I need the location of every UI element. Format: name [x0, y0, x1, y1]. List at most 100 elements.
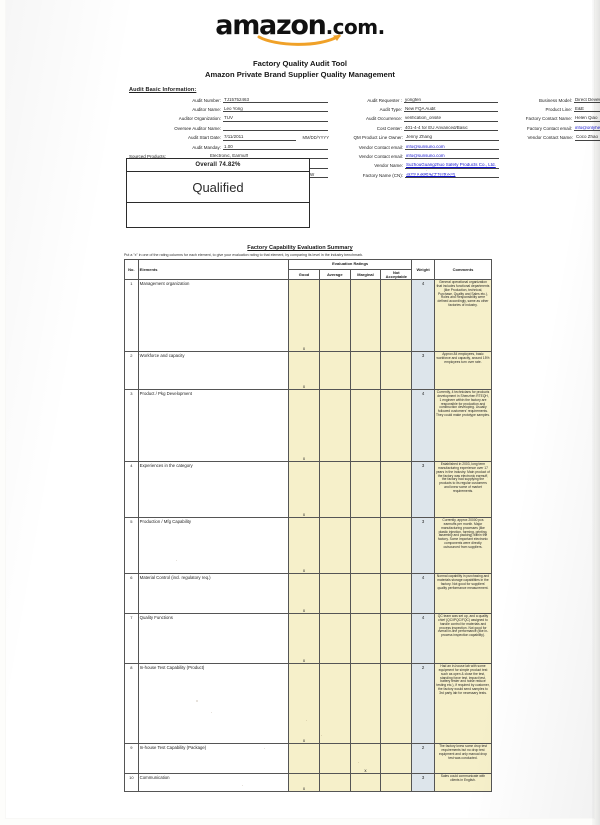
row-comment: Currently, 4 technicians for products de… [433, 389, 493, 463]
rating-cell-good[interactable]: x [288, 351, 320, 391]
row-weight: 3 [411, 773, 435, 793]
field-label-left-4: Audit Start Date: [187, 135, 221, 141]
rating-cell-average[interactable] [318, 663, 351, 745]
field-label-right-2: Audit Occurrence: [365, 116, 402, 122]
field-label-left-5: Audit Manday: [192, 144, 221, 150]
field-value-far-4: Coco Zhao [575, 135, 600, 141]
rating-cell-not-acceptable[interactable] [380, 517, 413, 575]
rating-cell-average[interactable] [318, 389, 351, 463]
field-value-left-0: TJ15752463 [223, 98, 328, 104]
rating-cell-good[interactable]: x [288, 573, 320, 615]
rating-x-mark: x [302, 785, 306, 791]
row-number: 3 [124, 389, 139, 463]
field-label-right-3: Cost Center: [376, 125, 402, 131]
scanned-document-page: amazon.com. Factory Quality Audit Tool A… [6, 0, 600, 818]
row-comment: Normal capability in purchasing and mate… [433, 573, 493, 615]
row-number: 9 [124, 743, 139, 775]
field-value-far-1: E&E [574, 107, 600, 113]
table-row: 4 Experiences in the category x 3 Establishe… [124, 461, 493, 519]
field-label-far-1: Product Line: [545, 106, 572, 112]
field-label-far-4: Vendor Contact Name: [527, 135, 573, 141]
rating-cell-average[interactable] [318, 351, 351, 391]
field-label-far-2: Factory Contact Name: [525, 116, 572, 122]
document-title-line2: Amazon Private Brand Supplier Quality Ma… [205, 70, 395, 79]
rating-cell-marginal[interactable] [349, 461, 382, 519]
document-title-line1: Factory Quality Audit Tool [252, 59, 348, 68]
rating-cell-good[interactable]: x [288, 461, 320, 519]
rating-cell-good[interactable]: x [288, 389, 320, 463]
row-number: 6 [124, 573, 139, 615]
header-good: Good [288, 268, 320, 281]
basic-info-row: Audit Manday: 1.00 Vendor Contact email: in… [129, 143, 499, 151]
rating-cell-not-acceptable[interactable] [380, 663, 413, 745]
overall-score-box: Overall 74.82% Qualified [126, 158, 310, 228]
rating-cell-marginal[interactable] [349, 389, 382, 463]
table-row: 10 Communication x 3 Sales could communicate… [124, 773, 493, 793]
field-value-far-0: Direct Development [574, 98, 600, 104]
field-value-far-6[interactable]: SuzhouGuangzhuo Safety Products Co., Ltd… [405, 163, 499, 169]
table-row: 1 Management organization x 4 General operat… [124, 279, 493, 353]
rating-cell-marginal[interactable] [349, 351, 382, 391]
rating-cell-not-acceptable[interactable] [380, 773, 413, 793]
field-value-far-5[interactable]: info@sunsuno.com [405, 145, 499, 151]
row-weight: 4 [411, 389, 435, 463]
rating-cell-marginal[interactable] [349, 773, 382, 793]
rating-cell-average[interactable] [318, 613, 351, 665]
rating-cell-good[interactable]: x [288, 773, 320, 793]
field-label-right-0: Audit Requester : [367, 97, 402, 103]
rating-cell-good[interactable] [288, 743, 320, 775]
rating-cell-good[interactable]: x [288, 663, 320, 745]
rating-cell-average[interactable] [318, 461, 351, 519]
basic-info-row: Audit Start Date: 7/11/2011 MM/DD/YYYY QM P… [129, 134, 600, 141]
rating-cell-average[interactable] [318, 517, 351, 575]
table-row: 8 In-house Test Capability (Product) x 2 Had… [124, 663, 493, 745]
field-label-left-0: Audit Number: [192, 97, 221, 103]
rating-cell-average[interactable] [318, 743, 351, 775]
rating-cell-average[interactable] [318, 573, 351, 615]
row-element-name: Communication [137, 773, 290, 793]
rating-cell-not-acceptable[interactable] [380, 613, 413, 665]
field-value-far-5[interactable]: info@sunsuno.com [405, 154, 499, 160]
row-weight: 3 [411, 351, 435, 391]
rating-cell-not-acceptable[interactable] [380, 743, 413, 775]
field-value-left-2: TUV [223, 116, 328, 122]
field-value-left-1: Leo Yong [223, 107, 328, 113]
row-comment: The factory knew some drop test requirem… [433, 743, 493, 775]
row-comment: QC team was set up, and a quality chief … [433, 613, 493, 665]
field-value-far-3[interactable]: info@onlyhello.com [574, 126, 600, 132]
rating-cell-average[interactable] [318, 773, 351, 793]
header-not-acceptable: Not Acceptable [380, 268, 413, 281]
rating-cell-good[interactable]: x [288, 517, 320, 575]
rating-cell-marginal[interactable]: x [349, 743, 382, 775]
field-label-far-7: Factory Name (CN): [362, 172, 403, 178]
row-comment: Had an in-house lab with some equipment … [433, 663, 493, 745]
row-weight: 4 [411, 573, 435, 615]
rating-x-mark: x [302, 737, 306, 743]
field-value-right-0: yongfen [404, 98, 498, 104]
rating-cell-marginal[interactable] [349, 279, 382, 353]
field-label-far-3: Factory Contact email: [526, 125, 572, 131]
rating-cell-not-acceptable[interactable] [380, 351, 413, 391]
rating-cell-marginal[interactable] [349, 613, 382, 665]
amazon-wordmark-text: amazon [215, 10, 327, 41]
row-element-name: Product / Pkg Development [137, 389, 290, 463]
rating-cell-not-acceptable[interactable] [380, 389, 413, 463]
rating-cell-not-acceptable[interactable] [380, 461, 413, 519]
rating-cell-not-acceptable[interactable] [380, 279, 413, 353]
rating-cell-marginal[interactable] [349, 663, 382, 745]
rating-cell-good[interactable]: x [288, 613, 320, 665]
row-element-name: Experiences in the category [137, 461, 290, 519]
rating-cell-marginal[interactable] [349, 517, 382, 575]
field-value-left-3 [223, 130, 328, 132]
rating-cell-marginal[interactable] [349, 573, 382, 615]
rating-cell-good[interactable]: x [288, 279, 320, 353]
rating-cell-average[interactable] [318, 279, 351, 353]
field-label-far-0: Business Model: [538, 97, 572, 103]
table-row: 5 Production / Mfg Capability x 3 Currently,… [124, 517, 493, 575]
field-value-left-4: 7/11/2011 [223, 135, 297, 141]
rating-cell-not-acceptable[interactable] [380, 573, 413, 615]
field-label-left-2: Auditor Organization: [178, 116, 221, 122]
field-label-right-4: QM Product Line Owner: [353, 135, 403, 141]
basic-info-row: Auditor Name: Leo Yong Audit Type: New FQA … [129, 105, 600, 113]
field-value-right-2: verification_onsite [404, 116, 498, 122]
